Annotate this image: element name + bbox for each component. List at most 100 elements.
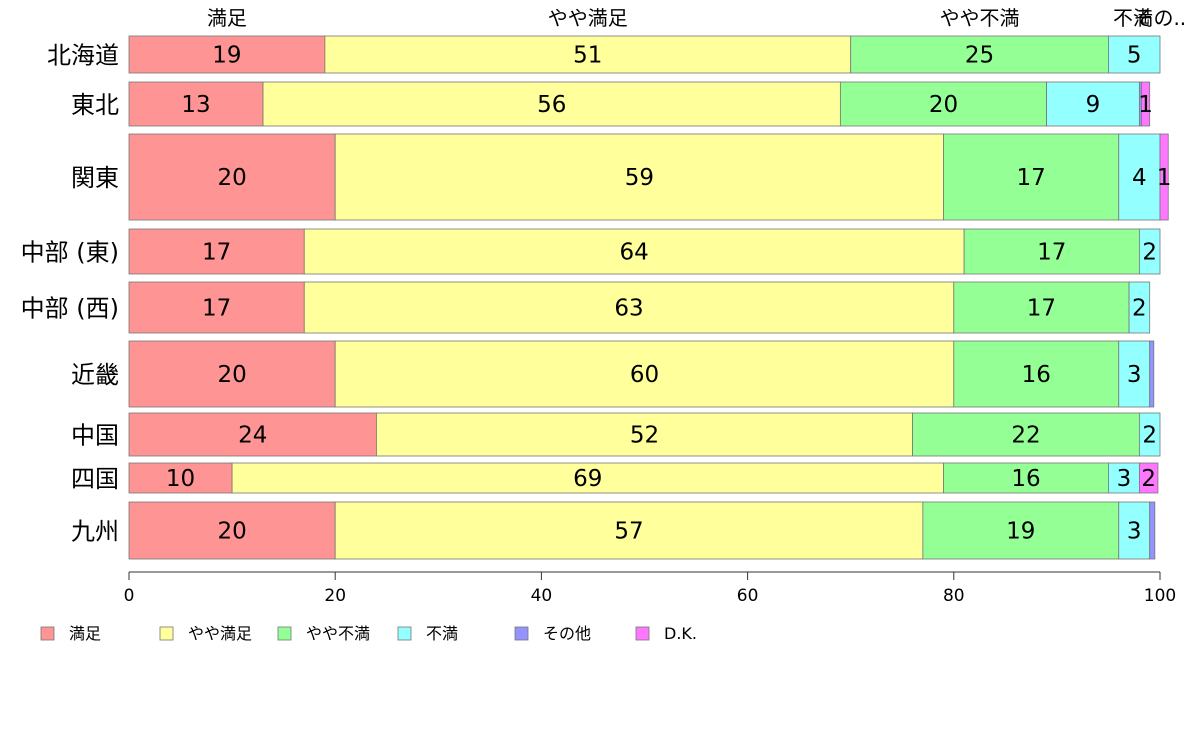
data-label: 69	[573, 466, 602, 492]
data-label: 13	[181, 92, 210, 118]
bar-segment	[1046, 81, 1140, 127]
legend-label: やや不満	[306, 624, 370, 643]
bar-segment	[324, 35, 852, 74]
legend-swatch	[514, 626, 529, 641]
bar-segment	[231, 462, 944, 494]
bar-segment	[953, 340, 1120, 408]
data-label: 17	[202, 296, 231, 322]
data-label: 9	[1086, 92, 1101, 118]
legend-swatch	[277, 626, 292, 641]
data-label: 1	[1157, 165, 1172, 191]
bar-row: 20 59 17 4 1	[128, 133, 1172, 221]
bar-segment	[922, 501, 1120, 560]
bar-row: 17 63 17 2	[128, 281, 1151, 334]
bar-segment	[303, 228, 965, 275]
data-label: 20	[217, 519, 246, 545]
column-label: やや満足	[548, 6, 628, 30]
bar-segment	[850, 35, 1109, 74]
bar-segment	[1118, 133, 1161, 221]
data-label: 20	[929, 92, 958, 118]
data-label: 1	[1138, 92, 1153, 118]
bar-segment	[1138, 228, 1161, 275]
legend: 満足 やや満足 やや不満 不満 その他 D.K.	[40, 624, 697, 643]
bar-row: 24 52 22 2	[128, 412, 1161, 457]
bar-segment	[1128, 281, 1151, 334]
data-label: 60	[630, 362, 659, 388]
data-label: 51	[573, 43, 602, 69]
bar-segment	[128, 340, 336, 408]
bar-segment	[128, 133, 336, 221]
bar-row: 10 69 16 3 2	[128, 462, 1159, 494]
category-label: 北海道	[47, 42, 119, 70]
bar-segment	[912, 412, 1140, 457]
bar-segment	[1118, 501, 1151, 560]
data-label: 17	[202, 240, 231, 266]
column-label: その...	[1133, 6, 1188, 30]
legend-label: D.K.	[664, 624, 697, 643]
bar-segment	[1138, 462, 1159, 494]
bar-row: 19 51 25 5	[128, 35, 1161, 74]
category-label: 関東	[71, 164, 119, 192]
x-axis: 0 20 40 60 80 100	[124, 571, 1176, 606]
bar-segment	[1159, 133, 1169, 221]
x-tick-label: 100	[1144, 586, 1176, 606]
category-label: 中国	[71, 422, 119, 450]
data-label: 19	[1006, 519, 1035, 545]
bar-segment	[128, 35, 326, 74]
bar-row: 20 60 16 3	[128, 340, 1155, 408]
legend-swatch	[40, 626, 55, 641]
data-label: 17	[1027, 296, 1056, 322]
bar-segment	[943, 462, 1109, 494]
data-label: 20	[217, 165, 246, 191]
data-label: 19	[212, 43, 241, 69]
bar-segment	[262, 81, 841, 127]
bar-segment	[376, 412, 913, 457]
category-label: 東北	[71, 91, 119, 119]
bar-segment	[839, 81, 1047, 127]
bar-segment	[128, 281, 305, 334]
legend-swatch	[159, 626, 174, 641]
bar-row: 13 56 20 9 1	[128, 81, 1153, 127]
bar-segment	[303, 281, 955, 334]
column-label: 満足	[207, 6, 247, 30]
data-label: 3	[1117, 466, 1132, 492]
x-tick-label: 0	[124, 586, 135, 606]
column-label: 不満	[1113, 6, 1153, 30]
bar-row: 17 64 17 2	[128, 228, 1161, 275]
data-label: 16	[1011, 466, 1040, 492]
data-label: 22	[1011, 423, 1040, 449]
bar-segment	[943, 133, 1120, 221]
bar-segment	[1138, 412, 1161, 457]
category-label: 四国	[71, 465, 119, 493]
column-label: やや不満	[940, 6, 1020, 30]
bar-row: 20 57 19 3	[128, 501, 1156, 560]
legend-label: 満足	[69, 624, 101, 643]
data-label: 63	[614, 296, 643, 322]
x-tick-label: 80	[943, 586, 965, 606]
data-label: 20	[217, 362, 246, 388]
x-tick-label: 40	[531, 586, 553, 606]
bar-segment	[128, 81, 264, 127]
bar-segment	[128, 412, 377, 457]
data-label: 2	[1141, 466, 1156, 492]
x-tick-label: 20	[324, 586, 346, 606]
category-label: 近畿	[71, 361, 119, 389]
data-label: 5	[1127, 43, 1142, 69]
category-label: 九州	[71, 518, 119, 546]
data-label: 2	[1142, 423, 1157, 449]
data-label: 59	[625, 165, 654, 191]
data-label: 2	[1132, 296, 1147, 322]
bar-segment	[334, 501, 924, 560]
category-label: 中部 (西)	[21, 295, 119, 323]
data-label: 3	[1127, 519, 1142, 545]
data-label: 57	[614, 519, 643, 545]
legend-swatch	[397, 626, 412, 641]
legend-swatch	[635, 626, 650, 641]
bar-segment	[334, 133, 944, 221]
bar-segment	[128, 228, 305, 275]
bar-segment	[963, 228, 1140, 275]
data-label: 3	[1127, 362, 1142, 388]
bar-segment	[334, 340, 955, 408]
data-label: 2	[1142, 240, 1157, 266]
